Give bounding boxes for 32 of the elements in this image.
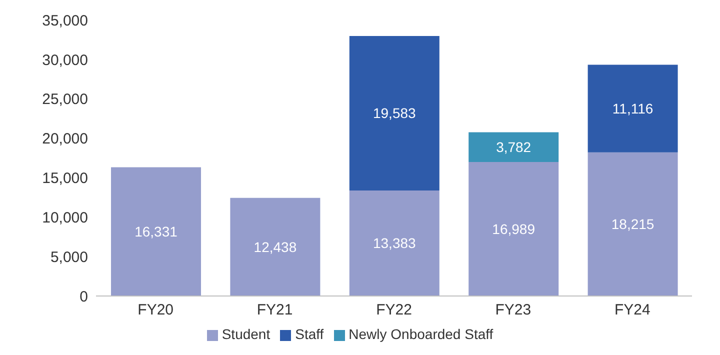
bar <box>588 152 678 296</box>
data-label: 3,782 <box>496 139 532 156</box>
data-label: 11,116 <box>612 100 654 117</box>
y-tick-label: 35,000 <box>42 12 88 30</box>
data-label: 19,583 <box>372 105 416 122</box>
x-tick-label: FY22 <box>376 302 412 319</box>
x-tick-label: FY21 <box>256 302 293 319</box>
data-label: 12,438 <box>254 238 297 255</box>
y-tick-label: 30,000 <box>42 52 88 69</box>
y-tick-label: 25,000 <box>42 91 88 108</box>
bar <box>349 190 440 296</box>
bar <box>468 162 559 296</box>
y-tick-label: 0 <box>80 288 88 306</box>
data-label: 16,331 <box>134 224 178 240</box>
x-tick-label: FY24 <box>614 302 650 319</box>
y-tick-label: 15,000 <box>42 170 88 188</box>
x-tick-label: FY23 <box>495 302 532 319</box>
legend-label: Student <box>222 326 270 342</box>
bar <box>468 132 559 162</box>
data-label: 16,989 <box>492 220 536 237</box>
legend-label: Newly Onboarded Staff <box>348 326 494 342</box>
y-tick-label: 20,000 <box>42 130 88 148</box>
data-label: 18,215 <box>611 216 654 232</box>
x-tick-label: FY20 <box>138 302 174 319</box>
y-tick-label: 10,000 <box>42 209 88 226</box>
y-tick-label: 5,000 <box>50 248 88 266</box>
bar <box>349 36 440 190</box>
data-label: 13,383 <box>372 235 416 252</box>
legend-label: Staff <box>295 326 324 342</box>
bar <box>111 167 201 296</box>
bar <box>230 198 320 296</box>
bar <box>588 64 678 152</box>
